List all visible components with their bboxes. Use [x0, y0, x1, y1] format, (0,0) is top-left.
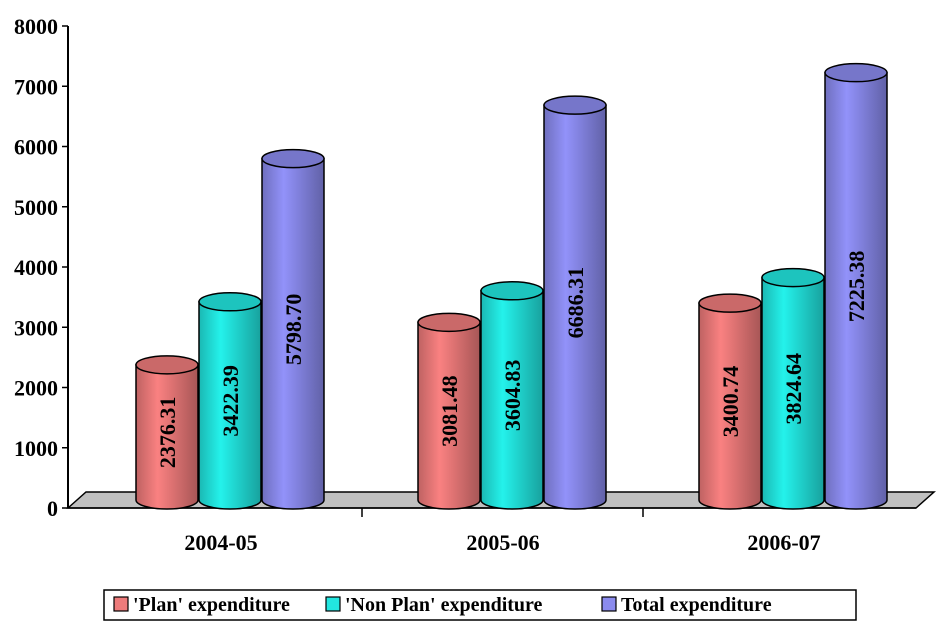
x-tick-label: 2004-05	[184, 530, 257, 555]
y-tick-label: 7000	[14, 74, 58, 99]
bar-top	[761, 267, 825, 288]
bar-top	[135, 355, 199, 375]
bar-value-label: 6686.31	[563, 267, 588, 339]
bar-top	[698, 293, 762, 313]
bar-body	[761, 276, 825, 510]
legend-label: Total expenditure	[621, 594, 772, 616]
bar-body	[135, 364, 199, 510]
y-tick-label: 2000	[14, 376, 58, 401]
bar-value-label: 3400.74	[718, 366, 743, 438]
legend-swatch	[113, 596, 129, 612]
bar-body	[261, 157, 325, 510]
bar-value-label: 3824.64	[781, 353, 806, 425]
legend-swatch	[601, 596, 617, 612]
bar-value-label: 2376.31	[155, 397, 180, 469]
y-tick-label: 0	[47, 496, 58, 521]
legend-box	[103, 589, 857, 621]
legend-swatch	[325, 596, 341, 612]
y-tick-label: 8000	[14, 14, 58, 39]
y-tick-label: 4000	[14, 255, 58, 280]
y-tick-label: 1000	[14, 436, 58, 461]
bar-body	[480, 290, 544, 510]
bar-value-label: 3422.39	[218, 365, 243, 437]
bar-body	[417, 321, 481, 510]
bar-top	[480, 281, 544, 301]
x-tick-label: 2006-07	[747, 530, 820, 555]
bar-value-label: 3604.83	[500, 360, 525, 432]
bar-body	[698, 302, 762, 510]
bar-value-label: 5798.70	[281, 294, 306, 366]
bar-top	[261, 148, 325, 169]
legend-label: 'Non Plan' expenditure	[345, 594, 543, 616]
bar-value-label: 3081.48	[437, 375, 462, 447]
bar-top	[543, 95, 607, 115]
y-tick-label: 5000	[14, 195, 58, 220]
bar-body	[543, 104, 607, 510]
y-tick-label: 6000	[14, 135, 58, 160]
bar-body	[824, 71, 888, 510]
bar-value-label: 7225.38	[844, 251, 869, 323]
bar-top	[417, 312, 481, 333]
bar-body	[198, 301, 262, 510]
x-tick-label: 2005-06	[466, 530, 539, 555]
bar-top	[198, 292, 262, 312]
legend-label: 'Plan' expenditure	[133, 594, 290, 616]
bar-top	[824, 62, 888, 83]
y-tick-label: 3000	[14, 315, 58, 340]
